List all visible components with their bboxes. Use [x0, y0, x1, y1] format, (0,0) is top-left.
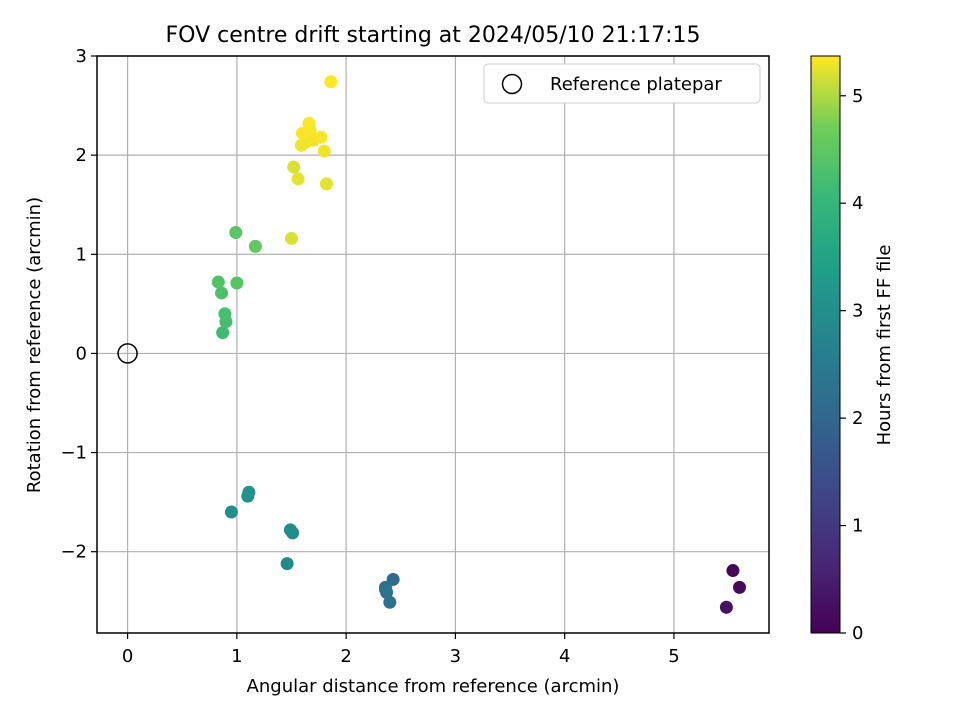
reference-layer — [117, 343, 138, 364]
data-point — [324, 75, 338, 89]
data-point — [732, 580, 746, 594]
data-point — [283, 523, 297, 537]
data-point — [291, 172, 305, 186]
y-tick-label: 3 — [76, 46, 87, 67]
x-tick-label: 2 — [340, 646, 351, 667]
data-point — [726, 564, 740, 578]
data-point — [314, 130, 328, 144]
data-point — [302, 116, 316, 130]
y-tick-label: −2 — [60, 542, 87, 563]
data-point — [242, 485, 256, 499]
x-tick-label: 1 — [231, 646, 242, 667]
data-point — [719, 600, 733, 614]
x-tick-label: 0 — [122, 646, 133, 667]
plot-area-frame — [96, 55, 770, 634]
data-point — [383, 595, 397, 609]
chart-title: FOV centre drift starting at 2024/05/10 … — [166, 23, 701, 48]
data-point — [319, 177, 333, 191]
colorbar-tick-label: 3 — [852, 301, 863, 322]
legend-label-reference: Reference platepar — [550, 74, 722, 95]
data-point — [378, 582, 392, 596]
data-point — [215, 286, 229, 300]
grid — [97, 55, 769, 633]
x-tick-label: 5 — [668, 646, 679, 667]
colorbar-label: Hours from first FF file — [874, 245, 895, 446]
colorbar-tick-label: 4 — [852, 193, 863, 214]
y-tick-label: 0 — [76, 343, 87, 364]
colorbar-tick-label: 2 — [852, 408, 863, 429]
data-point — [211, 275, 225, 289]
x-tick-label: 3 — [450, 646, 461, 667]
colorbar-tick-label: 1 — [852, 516, 863, 537]
data-point — [230, 276, 244, 290]
legend-box — [483, 63, 761, 104]
colorbar-ticks: 0 1 2 3 4 5 — [840, 86, 863, 644]
x-axis-ticks: 0 1 2 3 4 5 — [122, 633, 680, 667]
data-point — [280, 557, 294, 571]
x-tick-label: 4 — [559, 646, 570, 667]
data-point — [248, 239, 262, 253]
data-point — [224, 505, 238, 519]
data-point — [218, 307, 232, 321]
y-axis-ticks: −2 −1 0 1 2 3 — [60, 46, 97, 563]
legend-marker-reference — [501, 73, 523, 95]
data-points — [211, 75, 746, 614]
data-point — [216, 326, 230, 340]
y-axis-label: Rotation from reference (arcmin) — [24, 197, 45, 493]
data-point — [317, 144, 331, 158]
data-point — [284, 231, 298, 245]
x-axis-label: Angular distance from reference (arcmin) — [247, 676, 620, 697]
colorbar-tick-label: 0 — [852, 623, 863, 644]
data-point — [229, 225, 243, 239]
y-tick-label: 2 — [76, 145, 87, 166]
colorbar: 0 1 2 3 4 5 Hours from first FF file — [810, 55, 895, 644]
colorbar-gradient — [810, 55, 841, 634]
y-tick-label: 1 — [76, 244, 87, 265]
data-point — [287, 160, 301, 174]
reference-point-marker — [117, 343, 138, 364]
y-tick-label: −1 — [60, 443, 87, 464]
colorbar-tick-label: 5 — [852, 86, 863, 107]
legend: Reference platepar — [483, 63, 761, 104]
